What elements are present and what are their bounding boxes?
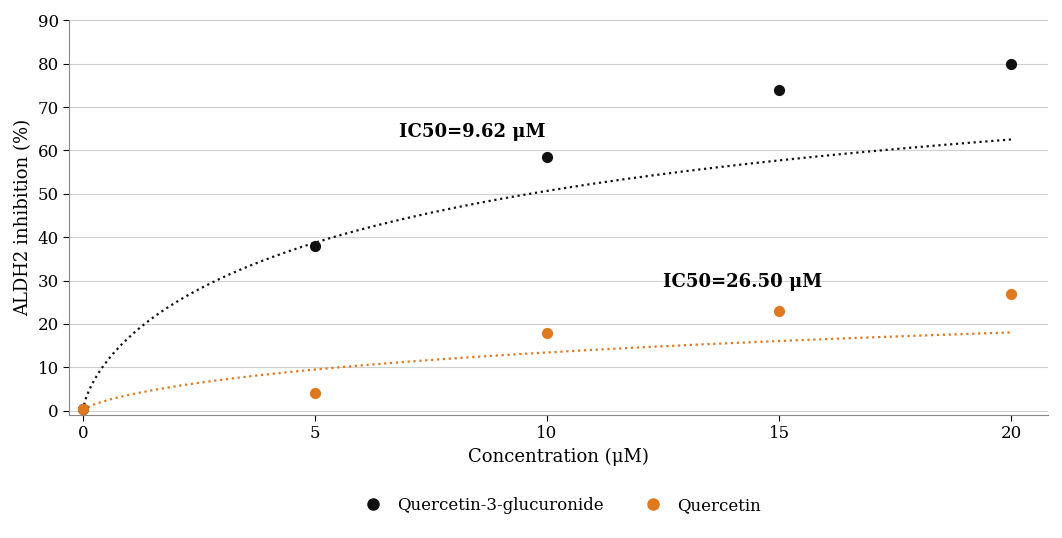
Point: [771, 307, 788, 315]
Point: [74, 405, 91, 414]
Y-axis label: ALDH2 inhibition (%): ALDH2 inhibition (%): [14, 119, 32, 316]
Text: IC50=26.50 μM: IC50=26.50 μM: [663, 273, 822, 291]
Point: [538, 153, 555, 161]
Point: [771, 86, 788, 94]
X-axis label: Concentration (μM): Concentration (μM): [468, 448, 649, 466]
Point: [538, 328, 555, 337]
Legend: Quercetin-3-glucuronide, Quercetin: Quercetin-3-glucuronide, Quercetin: [350, 491, 767, 521]
Point: [74, 405, 91, 414]
Point: [307, 389, 324, 398]
Point: [1003, 289, 1020, 298]
Point: [307, 242, 324, 250]
Point: [1003, 60, 1020, 68]
Text: IC50=9.62 μM: IC50=9.62 μM: [398, 124, 545, 141]
